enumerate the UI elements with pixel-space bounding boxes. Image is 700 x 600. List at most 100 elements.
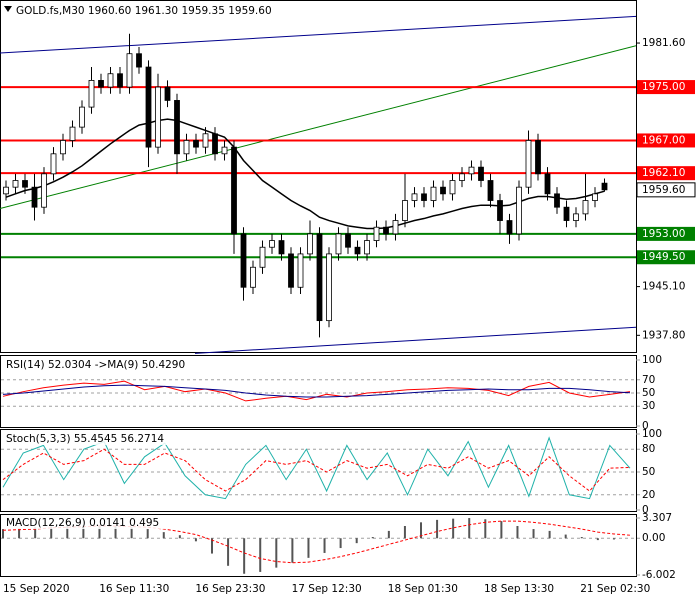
histogram-bar	[323, 538, 326, 553]
candle-body	[88, 80, 95, 108]
candle-body	[554, 193, 560, 208]
last-price-label: 1959.60	[642, 184, 685, 196]
level-label: 1949.50	[642, 251, 685, 263]
candle-body	[592, 193, 598, 201]
trend-line	[194, 326, 637, 354]
candle-body	[183, 140, 190, 155]
histogram-bar	[403, 526, 406, 539]
histogram-bar	[291, 538, 294, 563]
candle-body	[307, 233, 313, 255]
candle-body	[601, 182, 608, 191]
level-label-box	[637, 80, 695, 95]
candle-body	[288, 253, 294, 288]
x-tick-label: 16 Sep 23:30	[195, 583, 265, 595]
candle-body	[164, 86, 171, 101]
candle-body	[259, 246, 266, 268]
level-label-box	[637, 133, 695, 148]
y-tick-label: 30	[642, 400, 655, 412]
stoch-pane	[0, 429, 637, 512]
histogram-bar	[468, 518, 471, 539]
histogram-bar	[211, 538, 213, 554]
candle-body	[145, 66, 152, 148]
histogram-bar	[18, 528, 21, 539]
trend-line	[0, 15, 637, 54]
histogram-bar	[500, 521, 503, 539]
y-tick-label: -6.002	[642, 569, 676, 581]
candle-body	[155, 86, 161, 148]
candle-body	[107, 73, 114, 88]
indicator-title: MACD(12,26,9) 0.0141 0.495	[6, 517, 159, 529]
candle-body	[487, 180, 494, 201]
candle-body	[535, 140, 541, 175]
indicator-line	[2, 520, 631, 564]
candle-body	[22, 180, 28, 188]
y-tick-label: 0	[642, 504, 649, 516]
candle-body	[573, 213, 579, 221]
histogram-bar	[371, 537, 374, 539]
candle-body	[563, 206, 570, 221]
y-tick-label: 1937.80	[642, 329, 685, 341]
candle-body	[221, 146, 228, 155]
candle-body	[69, 126, 76, 141]
candle-body	[278, 240, 285, 255]
histogram-bar	[146, 529, 149, 539]
histogram-bar	[355, 538, 358, 544]
histogram-bar	[2, 529, 4, 539]
histogram-bar	[612, 538, 615, 540]
candle-body	[478, 166, 484, 181]
y-tick-label: 0	[642, 420, 649, 432]
histogram-bar	[420, 522, 422, 539]
title-backdrop	[3, 516, 203, 529]
candle-body	[421, 193, 427, 201]
candle-body	[383, 226, 389, 235]
candle-body	[345, 233, 351, 248]
x-tick-label: 21 Sep 02:30	[580, 583, 650, 595]
histogram-bar	[114, 526, 117, 539]
title-backdrop	[3, 358, 203, 371]
x-tick-label: 15 Sep 2020	[3, 583, 70, 595]
histogram-bar	[580, 537, 583, 539]
histogram-bar	[564, 534, 567, 539]
x-tick-label: 18 Sep 13:30	[484, 583, 554, 595]
level-label-box	[637, 226, 695, 241]
candle-body	[50, 153, 57, 175]
candle-body	[497, 200, 503, 221]
price-pane	[0, 0, 637, 353]
candle-body	[117, 73, 123, 88]
candle-body	[136, 53, 142, 68]
level-label-box	[637, 166, 695, 181]
y-tick-label: 50	[642, 387, 655, 399]
candle-body	[31, 186, 38, 208]
x-tick-label: 17 Sep 12:30	[292, 583, 362, 595]
candle-body	[297, 253, 304, 288]
y-tick-label: 70	[642, 374, 655, 386]
candle-body	[3, 186, 9, 195]
y-tick-label: 0.00	[642, 532, 665, 544]
histogram-bar	[516, 526, 519, 539]
candle-body	[79, 106, 85, 128]
histogram-bar	[275, 538, 278, 568]
y-tick-label: 1981.60	[642, 37, 685, 49]
candle-body	[202, 133, 209, 148]
candle-body	[459, 173, 465, 181]
histogram-bar	[596, 538, 599, 541]
candle-body	[516, 186, 522, 235]
level-label-box	[637, 250, 695, 265]
candle-body	[335, 233, 342, 255]
candle-body	[269, 240, 275, 248]
level-label: 1975.00	[642, 81, 685, 93]
y-tick-label: 20	[642, 489, 655, 501]
histogram-bar	[339, 538, 342, 549]
chart-title: GOLD.fs,M30 1960.60 1961.30 1959.35 1959…	[16, 5, 272, 17]
y-tick-label: 1945.10	[642, 281, 685, 293]
level-label: 1967.00	[642, 134, 685, 146]
indicator-line	[2, 436, 631, 500]
candle-body	[373, 226, 380, 241]
symbol-icon	[4, 6, 12, 12]
y-tick-label: 50	[642, 466, 655, 478]
candle-body	[212, 133, 218, 155]
histogram-bar	[452, 518, 455, 539]
candle-body	[411, 193, 418, 201]
indicator-title: RSI(14) 52.0304 ->MA(9) 50.4290	[6, 359, 185, 371]
y-tick-label: 100	[642, 428, 662, 440]
